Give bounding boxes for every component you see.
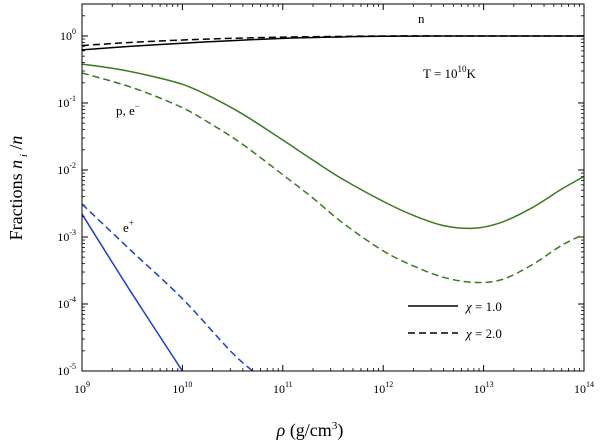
series-line-6: [82, 203, 254, 371]
y-tick-label: 10-5: [57, 362, 76, 378]
annotation-proton-electron: p, e−: [116, 101, 140, 118]
x-tick-label: 1012: [373, 380, 393, 396]
y-axis-title: Fractions n i /n: [6, 136, 30, 241]
tick-labels: 109 1010 1011 1012 1013 1014 10-5 10-4 10-3 10-2 1…: [57, 27, 594, 396]
y-tick-label: 10-2: [57, 161, 76, 177]
x-tick-label: 1011: [273, 380, 293, 396]
legend-entry-chi-2: χ = 2.0: [464, 326, 502, 341]
x-axis-title: ρ (g/cm3): [276, 420, 344, 441]
series-line-2: [82, 35, 584, 47]
plot-frame: [81, 3, 585, 372]
annotation-positron: e+: [123, 218, 134, 235]
series-line-4: [82, 72, 584, 284]
series-layer: [82, 35, 584, 371]
legend: χ = 1.0 χ = 2.0: [408, 299, 502, 341]
x-tick-label: 109: [74, 380, 90, 396]
x-tick-label: 1014: [574, 380, 594, 396]
x-tick-label: 1010: [172, 380, 192, 396]
series-line-5: [82, 213, 184, 371]
y-tick-label: 10-4: [57, 295, 76, 311]
legend-entry-chi-1: χ = 1.0: [464, 299, 502, 314]
annotation-n: n: [418, 11, 425, 26]
axis-ticks: [81, 3, 585, 372]
annotation-temperature: T = 1010K: [423, 64, 477, 81]
y-tick-label: 10-1: [57, 94, 76, 110]
series-line-3: [82, 63, 584, 230]
series-line-1: [82, 35, 584, 51]
x-tick-label: 1013: [474, 380, 494, 396]
y-tick-label: 10-3: [57, 228, 76, 244]
y-tick-label: 100: [60, 27, 76, 43]
